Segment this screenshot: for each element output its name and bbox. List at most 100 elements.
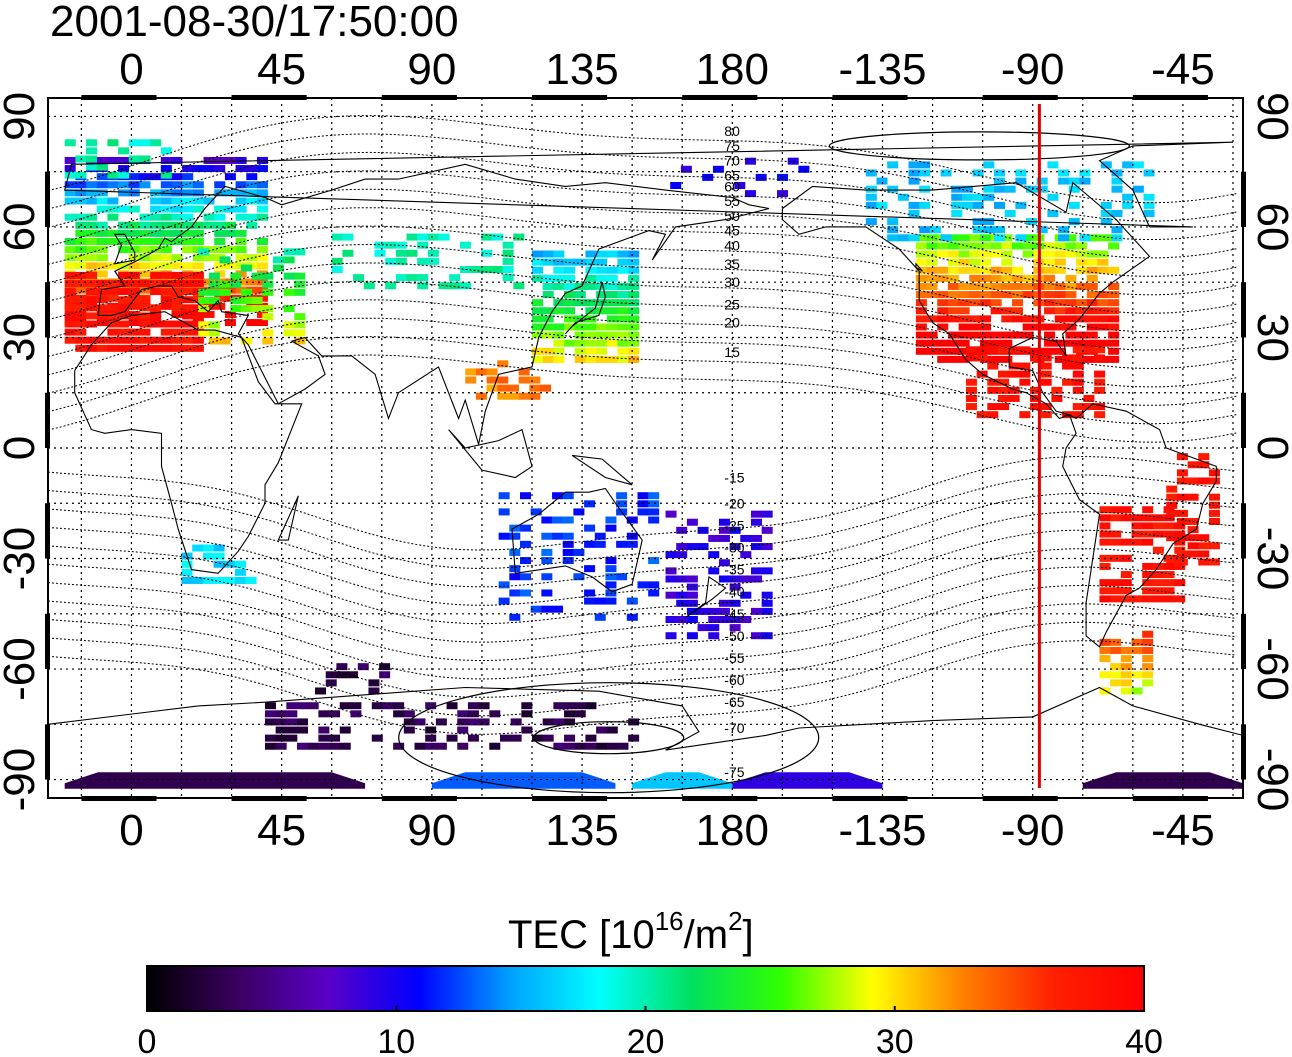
tec-cell [214,213,226,221]
tec-cell [107,288,119,296]
tec-cell [972,193,984,201]
top-frame-bar [231,95,307,100]
tec-cell [283,256,295,264]
tec-cell [553,718,565,726]
tec-cell [118,312,130,320]
mag-label: -65 [724,694,744,710]
tec-cell [990,299,1002,307]
tec-cell [230,272,242,280]
tec-cell [107,304,119,312]
mag-contour-north [48,317,1237,406]
tec-cell [750,632,762,640]
left-frame-bar [45,282,50,338]
tec-cell [616,540,628,548]
right-lat-label: 60 [1248,202,1292,251]
tec-cell [993,177,1005,185]
tec-cell [876,177,888,185]
tec-cell [1097,323,1109,331]
tec-cell [96,254,108,262]
tec-cell [1100,218,1112,226]
tec-cell [1166,485,1178,493]
tec-cell [958,355,970,363]
tec-cell [552,532,564,540]
tec-cell [182,288,194,296]
tec-cell [107,181,119,189]
tec-cell [1058,234,1070,242]
tec-cell [1068,185,1080,193]
tec-cell [965,403,977,411]
tec-cell [350,702,362,710]
coastline [511,487,643,593]
tec-cell [403,726,415,734]
tec-cell [1076,242,1088,250]
tec-cell [75,280,87,287]
tec-cell [1001,234,1013,242]
tec-cell [637,492,649,500]
tec-cell [961,201,973,209]
tec-cell [1163,506,1175,514]
tec-cell [718,526,730,534]
tec-cell [553,323,565,331]
tec-cell [552,516,564,524]
tec-cell [628,734,640,742]
tec-cell [160,288,172,296]
tec-cell [915,291,927,299]
top-frame-bar [532,95,608,100]
tec-cell [275,710,287,718]
tec-cell [1142,679,1154,687]
tec-cell [1198,453,1210,461]
mag-contour-north [48,354,1237,443]
tec-cell [1097,339,1109,347]
tec-cell [182,229,194,237]
tec-cell [513,282,525,290]
tec-cell [718,575,730,583]
tec-cell [594,597,606,605]
tec-cell [990,355,1002,363]
tec-cell [708,632,720,640]
tec-cell [509,548,521,556]
tec-cell [562,532,574,540]
tec-cell [937,323,949,331]
tec-cell [1110,595,1122,603]
tec-cell [606,307,618,315]
tec-cell [417,274,429,282]
tec-cell [628,274,640,282]
tec-cell [648,581,660,589]
tec-cell [1022,250,1034,258]
tec-cell [1110,679,1122,687]
tec-cell [708,607,720,615]
tec-cell [64,171,76,179]
tec-cell [532,331,544,339]
tec-cell [86,254,98,262]
tec-cell [107,238,119,245]
tec-cell [64,189,76,197]
tec-cell [585,742,597,750]
tec-cell [969,323,981,331]
tec-cell [697,543,709,551]
tec-cell [585,331,597,339]
tec-cell [686,616,698,623]
tec-cell [1208,469,1220,477]
tec-cell [1120,506,1132,514]
tec-cell [224,156,236,164]
mag-label: 35 [724,256,740,272]
tec-cell [562,516,574,524]
tec-cell [585,323,597,331]
tec-cell [118,181,130,189]
tec-cell [519,492,531,500]
tec-cell [947,242,959,250]
tec-cell [1099,655,1111,663]
tec-cell [75,271,87,279]
tec-cell [150,254,162,262]
tec-cell [1152,514,1164,522]
tec-cell [915,234,927,242]
tec-cell [553,355,565,363]
tec-cell [1079,234,1091,242]
tec-cell [987,346,999,354]
tec-cell [542,274,554,282]
tec-cell [283,305,295,313]
tec-cell [541,557,553,565]
tec-cell [979,242,991,250]
tec-cell [182,280,194,287]
tec-cell [761,526,773,534]
